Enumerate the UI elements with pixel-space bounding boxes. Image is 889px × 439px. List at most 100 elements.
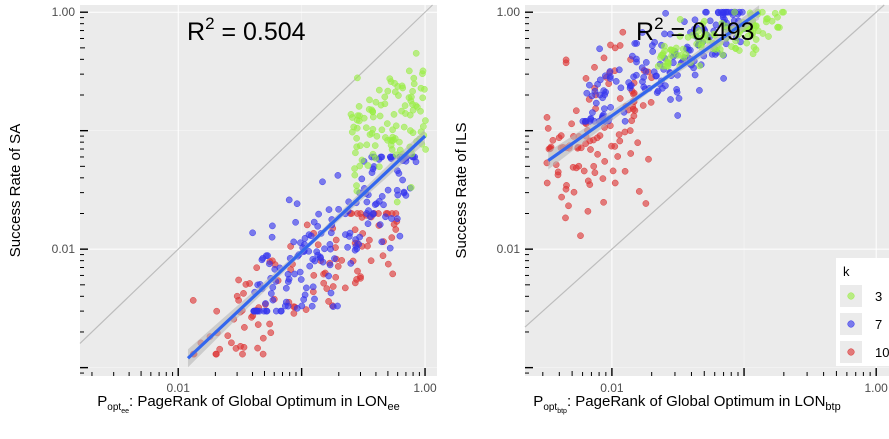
data-point-k10 xyxy=(609,167,617,175)
data-point-k3 xyxy=(749,29,757,37)
data-point-k3 xyxy=(413,103,421,111)
data-point-k10 xyxy=(357,274,364,282)
data-point-k7 xyxy=(673,88,681,96)
data-point-k10 xyxy=(239,350,246,358)
data-point-k10 xyxy=(353,210,361,217)
data-point-k7 xyxy=(327,289,335,297)
data-point-k7 xyxy=(296,268,304,276)
data-point-k10 xyxy=(554,168,562,176)
data-point-k7 xyxy=(380,201,387,209)
data-point-k7 xyxy=(378,193,386,200)
data-point-k3 xyxy=(728,43,735,50)
data-point-k7 xyxy=(720,75,727,82)
data-point-k7 xyxy=(321,245,328,253)
right-panel: 0.01 1.00 0.01 1.00 R2 = 0.493 Success Rate… xyxy=(453,4,889,415)
data-point-k3 xyxy=(401,102,409,109)
data-point-k10 xyxy=(267,329,275,337)
data-point-k7 xyxy=(606,68,614,75)
data-point-k3 xyxy=(752,22,760,30)
data-point-k10 xyxy=(621,167,629,175)
data-point-k10 xyxy=(310,272,318,279)
legend-item-label: 3 xyxy=(875,289,882,304)
data-point-k7 xyxy=(326,241,334,248)
reference-diagonal xyxy=(524,4,885,328)
data-point-k3 xyxy=(722,22,729,30)
data-point-k7 xyxy=(269,296,277,304)
data-point-k7 xyxy=(272,307,280,315)
data-point-k7 xyxy=(363,198,371,206)
data-point-k3 xyxy=(670,47,678,55)
data-point-k7 xyxy=(293,304,301,312)
data-point-k10 xyxy=(627,150,635,157)
data-point-k10 xyxy=(616,137,624,145)
y-tick-label: 1.00 xyxy=(497,5,521,19)
data-point-k10 xyxy=(544,125,552,132)
data-point-k10 xyxy=(354,267,361,275)
data-point-k7 xyxy=(690,64,697,72)
data-point-k7 xyxy=(696,87,703,94)
data-point-k7 xyxy=(388,215,395,222)
data-point-k10 xyxy=(367,257,375,265)
legend-key-point xyxy=(847,348,855,356)
data-point-k10 xyxy=(334,263,342,270)
data-point-k3 xyxy=(417,84,425,92)
data-point-k10 xyxy=(562,185,570,193)
data-point-k3 xyxy=(778,8,786,16)
data-point-k10 xyxy=(591,169,599,177)
data-point-k7 xyxy=(311,295,318,303)
data-point-k3 xyxy=(395,92,402,99)
data-point-k7 xyxy=(583,89,591,97)
data-point-k7 xyxy=(353,245,361,253)
data-point-k10 xyxy=(629,105,637,113)
data-point-k7 xyxy=(262,252,270,260)
data-point-k10 xyxy=(562,56,570,64)
data-point-k3 xyxy=(389,126,396,134)
data-point-k3 xyxy=(765,33,772,40)
y-tick-label: 0.01 xyxy=(52,242,76,256)
data-point-k7 xyxy=(325,272,332,280)
data-point-k7 xyxy=(627,82,635,89)
data-point-k7 xyxy=(638,64,646,72)
data-point-k3 xyxy=(351,171,359,179)
data-point-k10 xyxy=(240,290,247,297)
x-axis-title: Poptbtp: PageRank of Global Optimum in L… xyxy=(533,393,840,415)
data-point-k10 xyxy=(647,99,655,106)
data-point-k7 xyxy=(615,66,623,74)
data-point-k7 xyxy=(606,75,614,82)
data-point-k7 xyxy=(335,205,342,213)
data-point-k7 xyxy=(309,255,317,263)
data-point-k3 xyxy=(375,86,383,94)
data-point-k3 xyxy=(716,46,724,53)
data-point-k3 xyxy=(419,94,427,102)
data-point-k7 xyxy=(602,88,609,96)
data-point-k10 xyxy=(596,132,604,139)
data-point-k3 xyxy=(402,110,409,117)
legend-key-point xyxy=(847,320,855,328)
data-point-k10 xyxy=(639,102,647,109)
grid-lines xyxy=(80,5,437,376)
data-point-k7 xyxy=(256,307,263,315)
data-point-k3 xyxy=(659,52,666,59)
data-point-k10 xyxy=(619,28,627,36)
data-point-k10 xyxy=(384,260,392,268)
data-point-k7 xyxy=(285,196,293,204)
data-point-k7 xyxy=(305,247,313,255)
legend-item-k10: 10 xyxy=(840,341,889,363)
data-point-k3 xyxy=(391,135,399,142)
data-point-k3 xyxy=(695,27,703,34)
data-point-k3 xyxy=(407,97,415,105)
data-point-k7 xyxy=(596,45,603,53)
data-point-k3 xyxy=(410,74,418,82)
data-point-k7 xyxy=(334,302,341,310)
left-panel: 0.01 1.00 0.01 1.00 R2 = 0.504 Success Rate… xyxy=(7,4,437,415)
data-point-k3 xyxy=(719,51,727,59)
data-point-k7 xyxy=(342,231,349,238)
data-point-k7 xyxy=(691,71,699,79)
data-point-k7 xyxy=(653,72,660,80)
data-point-k10 xyxy=(590,136,597,144)
data-point-k10 xyxy=(388,234,396,241)
x-tick-label: 1.00 xyxy=(865,381,889,395)
data-point-k3 xyxy=(701,31,708,39)
data-point-k7 xyxy=(633,55,640,63)
data-point-k3 xyxy=(375,163,383,171)
